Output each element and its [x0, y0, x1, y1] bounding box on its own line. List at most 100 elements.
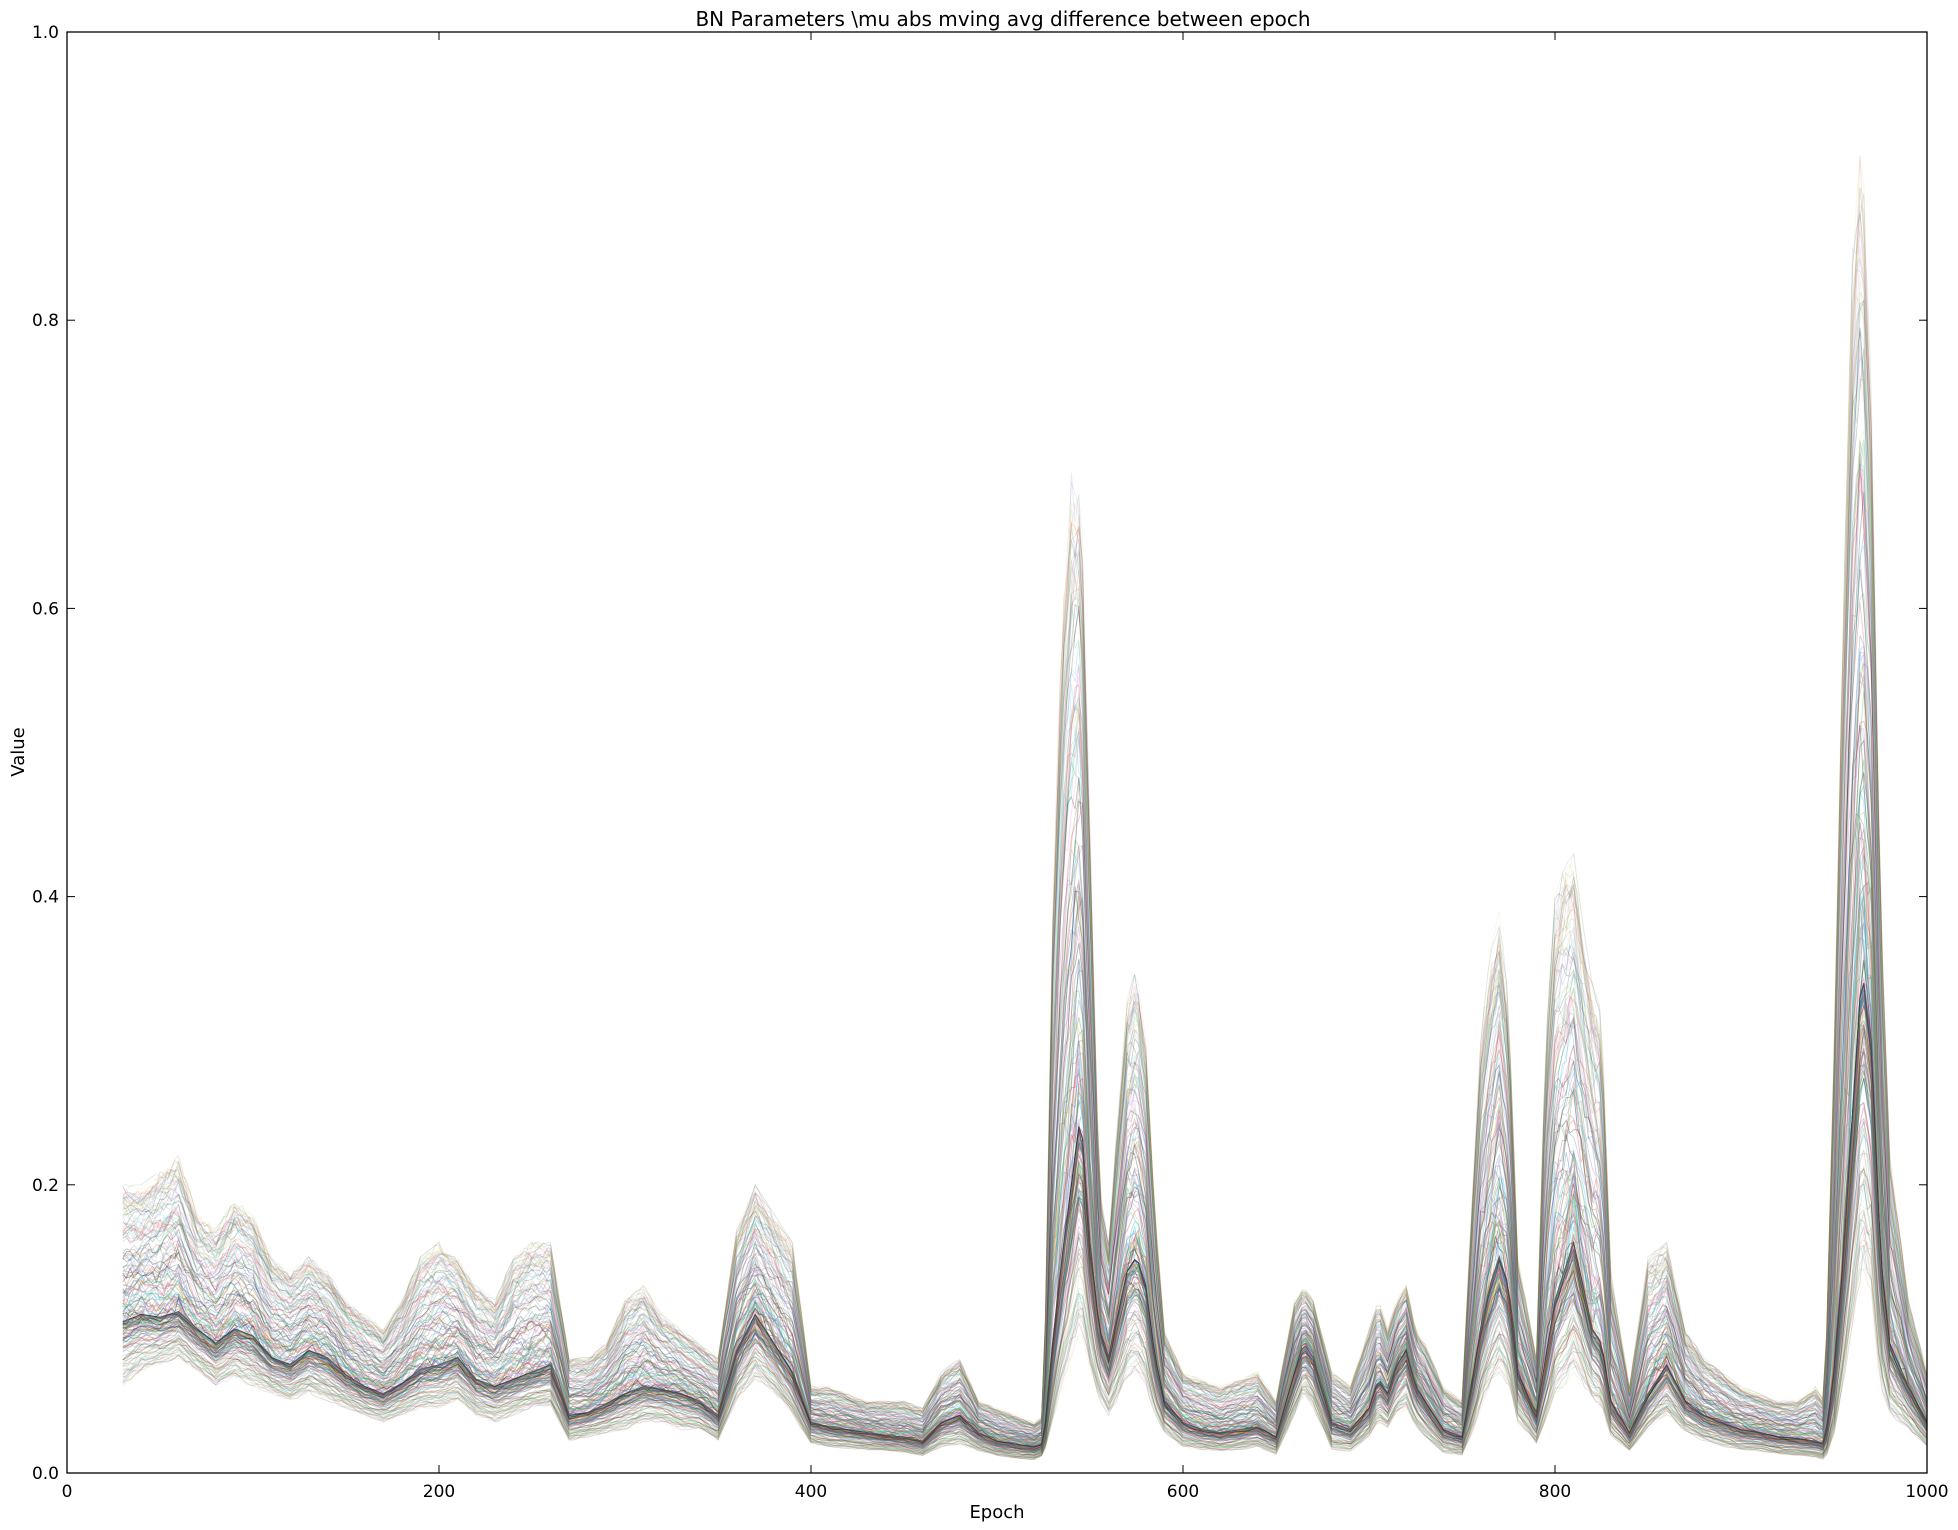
series-line: [122, 999, 1928, 1449]
series-line: [122, 1121, 1928, 1454]
series-line: [122, 983, 1928, 1450]
series-layer: [122, 155, 1928, 1460]
series-line: [122, 1061, 1928, 1452]
series-line: [122, 999, 1928, 1449]
series-line: [122, 269, 1928, 1426]
series-line: [122, 1050, 1928, 1451]
series-line: [122, 728, 1928, 1443]
series-line: [122, 533, 1928, 1434]
series-line: [122, 994, 1928, 1449]
series-line: [122, 963, 1928, 1447]
series-line: [122, 993, 1928, 1448]
x-tick-label: 400: [795, 1482, 827, 1502]
series-line: [122, 1241, 1928, 1460]
x-tick-label: 0: [62, 1482, 73, 1502]
series-line: [122, 1012, 1928, 1450]
series-line: [122, 1177, 1928, 1456]
series-line: [122, 1005, 1928, 1449]
series-line: [122, 1036, 1928, 1451]
x-tick-label: 1000: [1905, 1482, 1948, 1502]
series-line: [122, 1051, 1928, 1450]
y-tick-label: 0.8: [32, 311, 59, 331]
series-line: [122, 995, 1928, 1448]
series-line: [122, 811, 1928, 1443]
series-line: [122, 1069, 1928, 1452]
series-line: [122, 955, 1928, 1448]
series-line: [122, 846, 1928, 1444]
series-line: [122, 1071, 1928, 1453]
series-line: [122, 1063, 1928, 1451]
series-line: [122, 982, 1928, 1449]
series-line: [122, 1234, 1928, 1460]
series-line: [122, 1168, 1928, 1456]
series-line: [122, 822, 1928, 1444]
series-line: [122, 1183, 1928, 1457]
series-line: [122, 441, 1928, 1434]
series-line: [122, 1051, 1928, 1450]
series-line: [122, 1023, 1928, 1450]
series-line: [122, 896, 1928, 1446]
series-line: [122, 722, 1928, 1439]
series-line: [122, 203, 1928, 1426]
series-line: [122, 592, 1928, 1435]
series-line: [122, 1169, 1928, 1456]
series-line: [122, 230, 1928, 1427]
series-line-core: [122, 982, 1928, 1448]
series-line: [122, 982, 1928, 1445]
series-line: [122, 291, 1928, 1426]
series-line: [122, 772, 1928, 1441]
series-line: [122, 1003, 1928, 1449]
series-line: [122, 983, 1928, 1449]
series-line: [122, 652, 1928, 1437]
chart-title: BN Parameters \mu abs mving avg differen…: [695, 7, 1310, 31]
series-line: [122, 452, 1928, 1433]
series-line: [122, 1064, 1928, 1452]
series-line: [122, 1210, 1928, 1458]
series-line: [122, 858, 1928, 1445]
series-line: [122, 724, 1928, 1440]
series-line: [122, 1117, 1928, 1453]
series-line: [122, 1182, 1928, 1458]
series-line: [122, 1078, 1928, 1454]
series-line: [122, 651, 1928, 1438]
series-line: [122, 602, 1928, 1436]
series-line: [122, 1178, 1928, 1458]
series-line: [122, 1226, 1928, 1459]
series-line: [122, 812, 1928, 1441]
series-line: [122, 1023, 1928, 1449]
series-line: [122, 1026, 1928, 1450]
series-line: [122, 995, 1928, 1449]
series-line: [122, 990, 1928, 1448]
series-line: [122, 993, 1928, 1449]
series-line: [122, 569, 1928, 1436]
series-line: [122, 1119, 1928, 1454]
y-axis-label: Value: [8, 727, 29, 776]
series-line: [122, 1058, 1928, 1453]
y-tick-label: 0.4: [32, 888, 59, 908]
series-line: [122, 662, 1928, 1439]
series-line: [122, 464, 1928, 1431]
x-axis-label: Epoch: [969, 1502, 1024, 1523]
series-line: [122, 1077, 1928, 1452]
series-line: [122, 155, 1928, 1424]
series-line: [122, 1225, 1928, 1459]
series-line: [122, 1133, 1928, 1453]
series-line: [122, 1102, 1928, 1454]
series-line: [122, 192, 1928, 1426]
series-line: [122, 462, 1928, 1430]
series-line: [122, 1032, 1928, 1450]
series-line: [122, 227, 1928, 1427]
series-line: [122, 327, 1928, 1428]
series-line: [122, 186, 1928, 1424]
series-line: [122, 982, 1928, 1449]
series-line: [122, 996, 1928, 1449]
series-line: [122, 1107, 1928, 1454]
series-line: [122, 983, 1928, 1448]
x-tick-label: 200: [423, 1482, 455, 1502]
y-tick-label: 0.6: [32, 599, 59, 619]
series-line: [122, 488, 1928, 1433]
series-line: [122, 851, 1928, 1444]
series-line: [122, 444, 1928, 1434]
series-line: [122, 963, 1928, 1445]
